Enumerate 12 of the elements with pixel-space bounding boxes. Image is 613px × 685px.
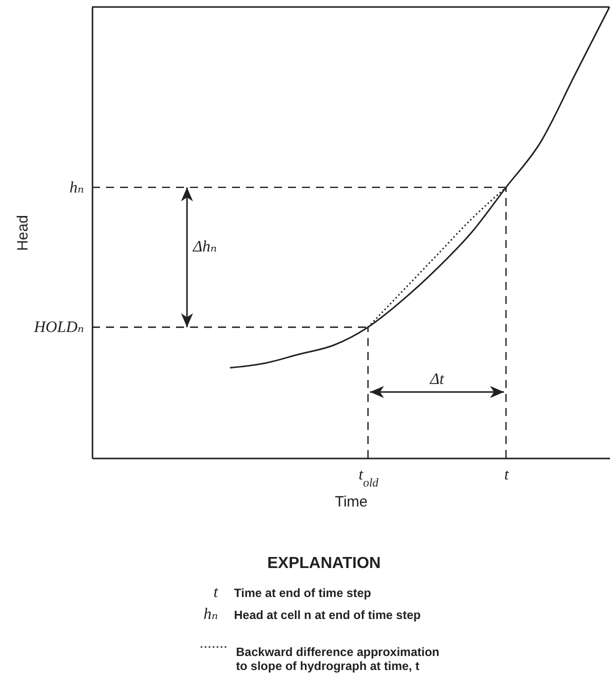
ref-line-label: HOLDₙ [32,319,84,336]
legend-label: Backward difference approximation to slope of hydrograph at time, t [236,645,440,673]
annotation: Δt [429,371,444,388]
text: hₙ Head at cell n at end of time step [204,606,421,623]
ref-line-label: hₙ [70,179,84,196]
y-axis-title: Head [14,215,32,251]
x-tick-label: t$_{old}$ [358,466,380,490]
x-axis-title: Time [334,494,368,510]
x-tick-label: t [504,466,510,484]
legend-title: EXPLANATION [267,555,381,572]
annotation: Δhₙ [192,238,217,256]
text: t Time at end of time step [214,584,372,601]
